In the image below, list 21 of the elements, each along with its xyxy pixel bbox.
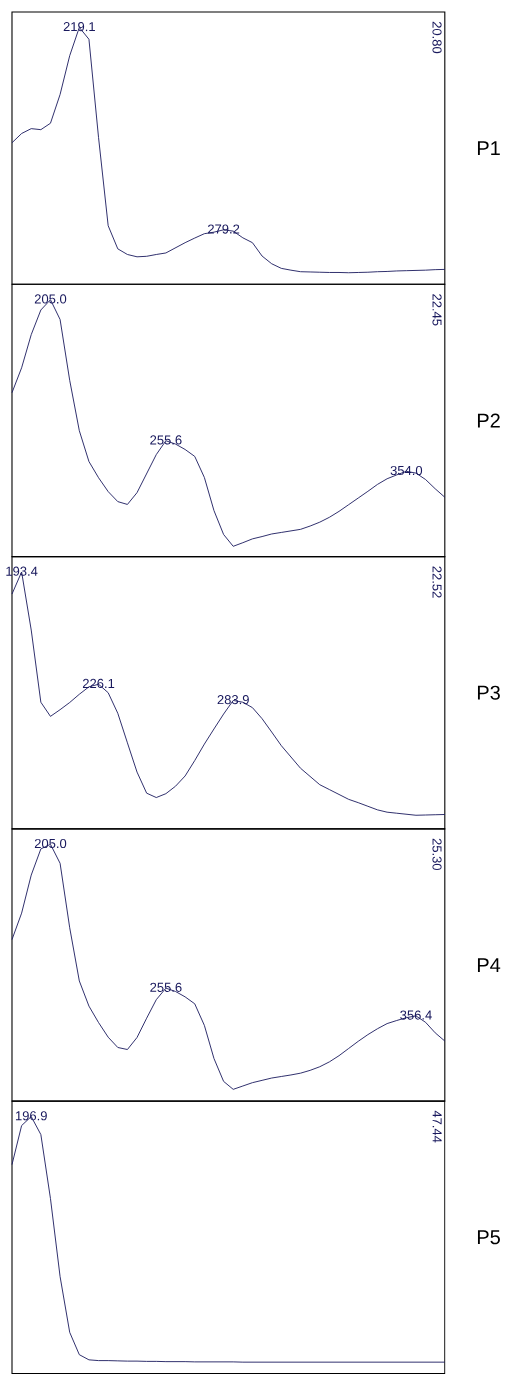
annotation: 283.9 xyxy=(217,695,249,705)
annotation: 22.45 xyxy=(432,294,442,326)
annotation: 255.6 xyxy=(150,982,182,992)
annotation: 255.6 xyxy=(150,435,182,445)
annotation: 205.0 xyxy=(34,838,67,849)
text: P2 xyxy=(478,413,500,428)
text: P5 xyxy=(478,1230,501,1245)
annotation: 47.44 xyxy=(432,1110,442,1143)
annotation: 219.1 xyxy=(63,22,96,32)
text: P3 xyxy=(478,685,501,700)
annotation: 226.1 xyxy=(83,678,115,689)
annotation: 356.4 xyxy=(400,1010,432,1020)
annotation: 279.2 xyxy=(208,224,240,234)
annotation: 22.52 xyxy=(432,566,442,598)
annotation: 20.80 xyxy=(432,21,442,54)
text: P1 xyxy=(478,141,500,156)
text: P4 xyxy=(478,958,501,972)
annotation: 354.0 xyxy=(390,465,423,476)
annotation: 196.9 xyxy=(16,1111,47,1121)
annotation: 205.0 xyxy=(34,294,67,304)
annotation: 25.30 xyxy=(432,838,442,871)
